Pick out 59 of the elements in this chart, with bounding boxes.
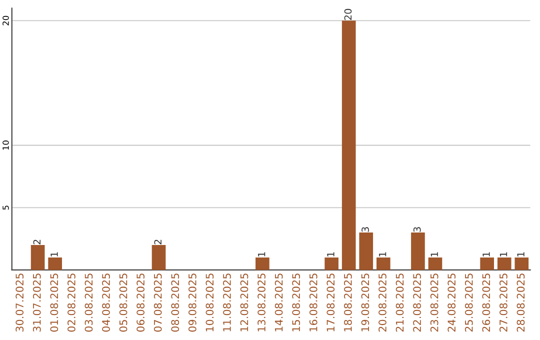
data-label: 2: [154, 240, 162, 244]
x-tick-label: 01.08.2025: [50, 274, 58, 332]
x-tick-label: 24.08.2025: [448, 274, 456, 332]
data-label: 1: [327, 252, 334, 256]
data-label: 3: [362, 227, 369, 232]
x-tick-label: 05.08.2025: [119, 274, 128, 332]
x-tick-label: 08.08.2025: [171, 274, 180, 332]
bar: [376, 257, 390, 270]
x-tick-label: 14.08.2025: [274, 274, 283, 332]
x-tick-label: 13.08.2025: [258, 274, 266, 332]
y-tick-label: 5: [2, 206, 9, 210]
x-tick-label: 10.08.2025: [206, 274, 214, 332]
bar: [514, 257, 529, 270]
data-label: 1: [482, 252, 490, 256]
bar: [324, 257, 338, 270]
x-tick-label: 03.08.2025: [84, 274, 93, 332]
x-tick-label: 12.08.2025: [240, 274, 248, 332]
x-tick-label: 26.08.2025: [482, 274, 490, 332]
bar: [48, 257, 62, 270]
bar: [359, 232, 374, 270]
bar: [497, 257, 512, 270]
x-tick-label: 04.08.2025: [102, 274, 110, 332]
x-tick-label: 15.08.2025: [292, 274, 300, 332]
x-tick-label: 30.07.2025: [16, 274, 24, 332]
x-tick-label: 28.08.2025: [516, 274, 525, 332]
data-label: 1: [258, 252, 266, 256]
x-tick-label: 17.08.2025: [326, 274, 335, 332]
bar: [256, 257, 270, 270]
data-label: 1: [517, 252, 524, 256]
data-label: 20: [344, 8, 352, 20]
x-tick-label: 20.08.2025: [378, 274, 386, 332]
x-tick-label: 19.08.2025: [361, 274, 370, 332]
bar: [411, 232, 425, 270]
data-label: 3: [413, 227, 421, 232]
data-label: 1: [378, 252, 386, 256]
x-tick-label: 02.08.2025: [68, 274, 76, 332]
y-tick-label: 10: [2, 140, 9, 150]
x-tick-label: 23.08.2025: [430, 274, 438, 332]
data-label: 1: [50, 252, 58, 256]
y-tick-label: 20: [2, 16, 9, 26]
bar: [342, 20, 356, 270]
x-tick-label: 27.08.2025: [500, 274, 508, 332]
bar: [30, 245, 45, 270]
x-tick-label: 21.08.2025: [396, 274, 404, 332]
data-label: 1: [500, 252, 508, 256]
x-tick-label: 25.08.2025: [464, 274, 473, 332]
x-tick-label: 07.08.2025: [154, 274, 162, 332]
x-tick-label: 31.07.2025: [32, 274, 41, 332]
x-tick-label: 16.08.2025: [309, 274, 318, 332]
bar: [152, 245, 166, 270]
data-label: 1: [430, 252, 438, 256]
data-label: 2: [33, 240, 40, 244]
x-tick-label: 06.08.2025: [136, 274, 144, 332]
x-tick-label: 22.08.2025: [413, 274, 421, 332]
bar: [480, 257, 494, 270]
x-tick-label: 18.08.2025: [344, 274, 352, 332]
bar: [428, 257, 442, 270]
x-tick-label: 11.08.2025: [223, 274, 231, 332]
x-tick-label: 09.08.2025: [188, 274, 196, 332]
